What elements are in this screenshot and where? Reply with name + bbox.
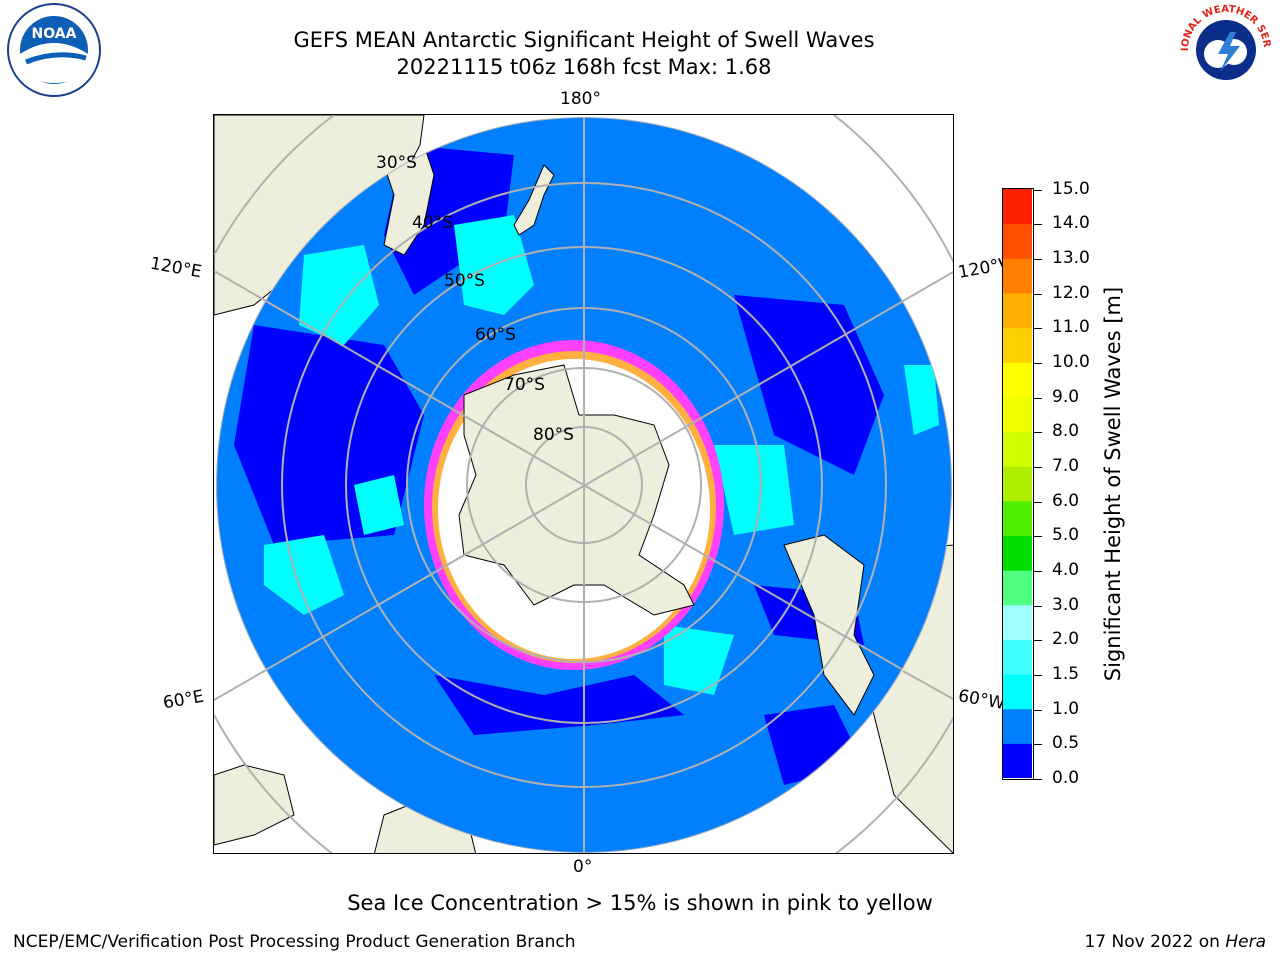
colorbar-tick-label: 15.0 — [1052, 178, 1090, 199]
colorbar-swatch — [1003, 743, 1032, 778]
colorbar-tick-label: 0.5 — [1052, 733, 1080, 754]
colorbar-tick — [1034, 744, 1042, 746]
lat-label-60s: 60°S — [475, 325, 516, 345]
colorbar-tick — [1034, 189, 1042, 191]
colorbar-tick-label: 0.0 — [1052, 768, 1080, 788]
colorbar-tick — [1034, 328, 1042, 330]
colorbar-label: Significant Height of Swell Waves [m] — [1101, 286, 1125, 682]
colorbar-tick-label: 4.0 — [1052, 559, 1080, 580]
colorbar-tick-label: 8.0 — [1052, 421, 1080, 442]
colorbar-swatch — [1003, 258, 1032, 294]
colorbar-swatch — [1003, 396, 1032, 433]
lon-label-180: 180° — [560, 89, 601, 109]
lon-label-0: 0° — [573, 857, 593, 877]
colorbar-tick-label: 11.0 — [1052, 317, 1090, 338]
lon-label-60e: 60°E — [161, 686, 206, 714]
colorbar-tick — [1034, 466, 1042, 468]
colorbar-tick — [1034, 570, 1042, 572]
colorbar-swatch — [1003, 431, 1032, 467]
colorbar-swatch — [1003, 466, 1032, 502]
colorbar-swatch — [1003, 604, 1032, 640]
lon-label-120e: 120°E — [148, 253, 204, 283]
colorbar-swatch — [1003, 639, 1032, 675]
colorbar-tick — [1034, 258, 1042, 260]
colorbar-swatch — [1003, 708, 1032, 744]
colorbar-tick-label: 14.0 — [1052, 213, 1090, 234]
colorbar-swatch — [1003, 674, 1032, 710]
colorbar-swatch — [1003, 362, 1032, 398]
footer-date-text: 17 Nov 2022 on — [1084, 932, 1220, 952]
colorbar-tick — [1034, 501, 1042, 503]
colorbar-tick-label: 2.0 — [1052, 629, 1080, 650]
footer-host: Hera — [1225, 932, 1266, 952]
colorbar-swatch — [1003, 535, 1032, 571]
colorbar-tick-label: 5.0 — [1052, 525, 1080, 546]
colorbar-swatch — [1003, 570, 1032, 606]
colorbar-tick-label: 1.5 — [1052, 663, 1080, 684]
colorbar-swatch — [1003, 292, 1032, 329]
lat-label-50s: 50°S — [444, 271, 485, 291]
graticule — [216, 117, 952, 853]
noaa-logo: NOAA — [6, 2, 102, 98]
footer-date: 17 Nov 2022 on Hera — [1084, 932, 1266, 952]
colorbar-tick — [1034, 432, 1042, 434]
page-subtitle: 20221115 t06z 168h fcst Max: 1.68 — [396, 55, 772, 79]
colorbar-tick-label: 10.0 — [1052, 351, 1090, 372]
colorbar-swatch — [1003, 189, 1032, 225]
colorbar-tick — [1034, 640, 1042, 642]
colorbar-tick — [1034, 779, 1042, 780]
colorbar-tick — [1034, 224, 1042, 226]
colorbar-tick — [1034, 293, 1042, 295]
colorbar-tick — [1034, 536, 1042, 538]
noaa-logo-text: NOAA — [32, 26, 77, 42]
colorbar-tick-label: 1.0 — [1052, 698, 1080, 719]
lon-label-60w: 60°W — [956, 686, 1007, 714]
footer-branch: NCEP/EMC/Verification Post Processing Pr… — [13, 932, 576, 952]
map-canvas — [214, 115, 953, 853]
polar-map — [213, 114, 954, 854]
colorbar-swatch — [1003, 500, 1032, 536]
colorbar-swatch — [1003, 327, 1032, 363]
colorbar-tick-label: 6.0 — [1052, 490, 1080, 511]
colorbar-swatches — [1003, 189, 1032, 778]
lat-label-30s: 30°S — [376, 153, 417, 173]
colorbar-tick-label: 3.0 — [1052, 594, 1080, 615]
colorbar-tick — [1034, 362, 1042, 364]
colorbar-tick-label: 7.0 — [1052, 455, 1080, 476]
nws-logo: NATIONAL WEATHER SERVICE — [1174, 0, 1274, 98]
lat-label-70s: 70°S — [504, 375, 545, 395]
colorbar-tick — [1034, 674, 1042, 676]
colorbar-tick-label: 12.0 — [1052, 282, 1090, 303]
colorbar — [1002, 188, 1034, 780]
lat-label-40s: 40°S — [412, 213, 453, 233]
lat-label-80s: 80°S — [533, 425, 574, 445]
colorbar-tick — [1034, 397, 1042, 399]
colorbar-tick-label: 13.0 — [1052, 247, 1090, 268]
colorbar-tick-label: 9.0 — [1052, 386, 1080, 407]
page-title: GEFS MEAN Antarctic Significant Height o… — [293, 28, 875, 52]
colorbar-swatch — [1003, 223, 1032, 259]
colorbar-tick — [1034, 709, 1042, 711]
colorbar-tick — [1034, 605, 1042, 607]
sea-ice-note: Sea Ice Concentration > 15% is shown in … — [347, 891, 933, 915]
